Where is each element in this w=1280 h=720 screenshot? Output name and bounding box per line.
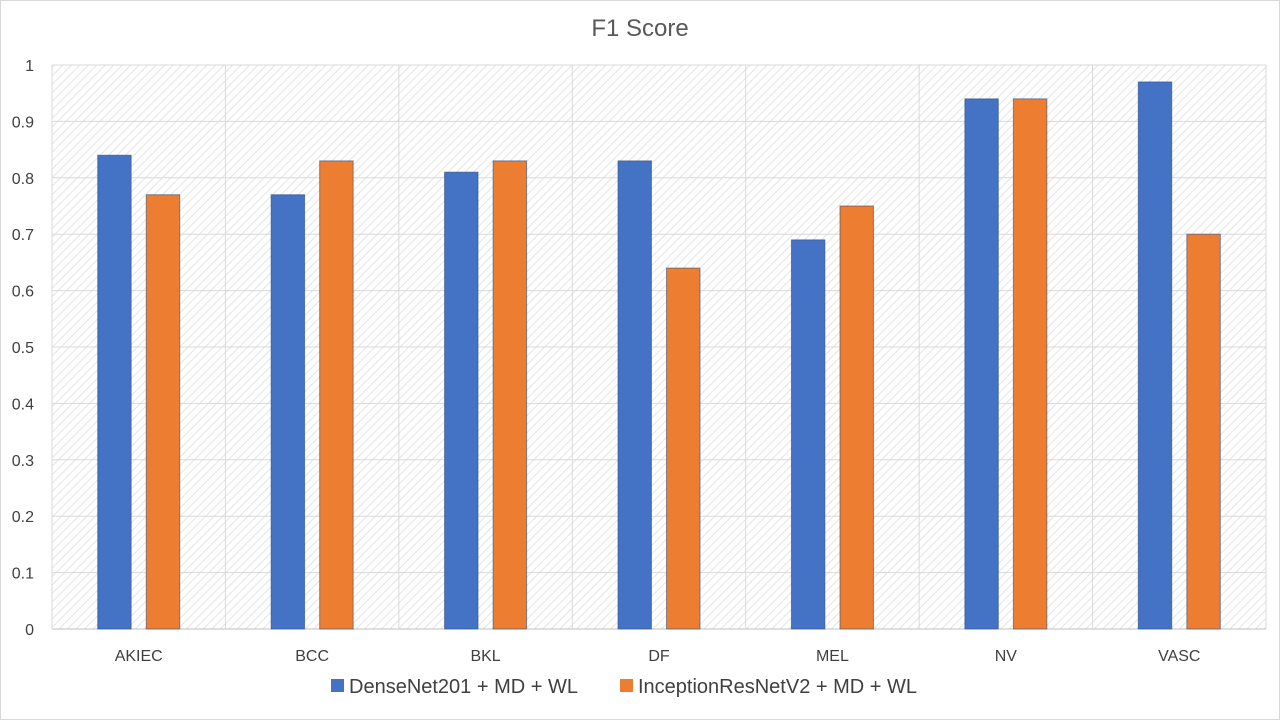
legend-swatch-series-1 xyxy=(331,679,344,692)
bar-bkl-series-1 xyxy=(444,171,479,630)
y-tick-label: 0.4 xyxy=(12,396,34,413)
y-tick-label: 0.1 xyxy=(12,566,34,583)
bar-akiec-series-2 xyxy=(145,194,181,630)
legend-label-series-2: InceptionResNetV2 + MD + WL xyxy=(638,676,917,698)
bar-vasc-series-1 xyxy=(1137,81,1173,630)
y-tick-label: 0.6 xyxy=(12,284,34,301)
legend-swatch-series-2 xyxy=(620,679,633,692)
x-tick-label: NV xyxy=(995,648,1018,665)
bar-df-series-2 xyxy=(666,267,701,630)
bar-bcc-series-1 xyxy=(270,194,306,630)
bar-bcc-series-2 xyxy=(319,160,354,630)
y-tick-label: 0.8 xyxy=(12,171,34,188)
y-tick-label: 0.2 xyxy=(12,509,34,526)
y-tick-label: 0.5 xyxy=(12,340,34,357)
y-tick-label: 1 xyxy=(25,58,34,75)
bar-mel-series-1 xyxy=(790,239,826,630)
bar-nv-series-1 xyxy=(964,98,999,630)
bar-vasc-series-2 xyxy=(1186,233,1221,630)
y-tick-label: 0.7 xyxy=(12,227,34,244)
chart-title: F1 Score xyxy=(591,15,688,42)
bar-bkl-series-2 xyxy=(492,160,528,630)
x-tick-label: BCC xyxy=(295,648,329,665)
y-tick-label: 0.3 xyxy=(12,453,34,470)
y-tick-label: 0 xyxy=(25,622,34,639)
legend-label-series-1: DenseNet201 + MD + WL xyxy=(349,676,578,698)
bar-df-series-1 xyxy=(617,160,652,630)
bar-mel-series-2 xyxy=(839,205,874,630)
x-tick-label: AKIEC xyxy=(115,648,163,665)
x-tick-label: BKL xyxy=(470,648,500,665)
x-tick-label: VASC xyxy=(1158,648,1200,665)
bar-nv-series-2 xyxy=(1012,98,1048,630)
x-tick-label: DF xyxy=(648,648,670,665)
x-tick-label: MEL xyxy=(816,648,849,665)
y-tick-label: 0.9 xyxy=(12,114,34,131)
bar-akiec-series-1 xyxy=(97,154,132,630)
